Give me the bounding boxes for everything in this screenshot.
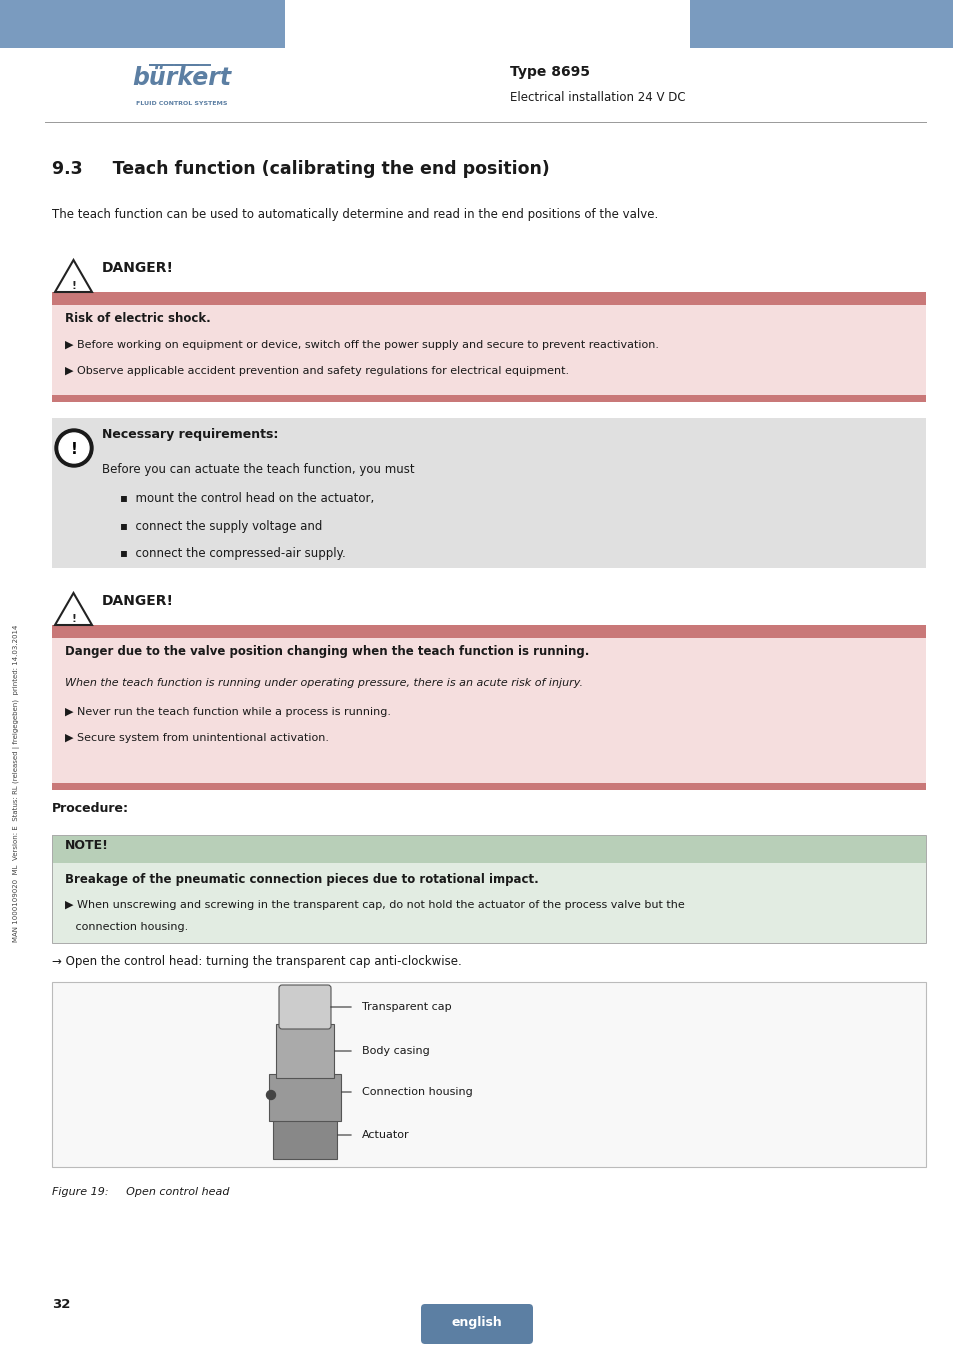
FancyBboxPatch shape bbox=[52, 292, 925, 305]
Text: !: ! bbox=[71, 441, 77, 458]
Text: → Open the control head: turning the transparent cap anti-clockwise.: → Open the control head: turning the tra… bbox=[52, 954, 461, 968]
Text: Actuator: Actuator bbox=[361, 1130, 409, 1139]
FancyBboxPatch shape bbox=[52, 783, 925, 790]
FancyBboxPatch shape bbox=[52, 418, 925, 568]
FancyBboxPatch shape bbox=[52, 639, 925, 790]
Text: Risk of electric shock.: Risk of electric shock. bbox=[65, 312, 211, 325]
FancyBboxPatch shape bbox=[52, 625, 925, 639]
FancyBboxPatch shape bbox=[52, 981, 925, 1166]
FancyBboxPatch shape bbox=[269, 1075, 340, 1120]
Text: Figure 19:     Open control head: Figure 19: Open control head bbox=[52, 1187, 230, 1197]
Text: ▶ When unscrewing and screwing in the transparent cap, do not hold the actuator : ▶ When unscrewing and screwing in the tr… bbox=[65, 900, 684, 910]
FancyBboxPatch shape bbox=[275, 1025, 334, 1079]
Text: english: english bbox=[451, 1316, 502, 1328]
FancyBboxPatch shape bbox=[0, 0, 285, 49]
Text: Necessary requirements:: Necessary requirements: bbox=[102, 428, 278, 441]
Text: Breakage of the pneumatic connection pieces due to rotational impact.: Breakage of the pneumatic connection pie… bbox=[65, 873, 538, 886]
Text: connection housing.: connection housing. bbox=[65, 922, 188, 931]
Text: ▪  mount the control head on the actuator,: ▪ mount the control head on the actuator… bbox=[120, 491, 374, 505]
Text: Transparent cap: Transparent cap bbox=[361, 1002, 451, 1012]
FancyBboxPatch shape bbox=[52, 396, 925, 402]
Text: ▪  connect the compressed-air supply.: ▪ connect the compressed-air supply. bbox=[120, 547, 345, 560]
Circle shape bbox=[59, 433, 89, 463]
FancyBboxPatch shape bbox=[278, 986, 331, 1029]
Text: !: ! bbox=[71, 281, 76, 292]
Text: ▶ Before working on equipment or device, switch off the power supply and secure : ▶ Before working on equipment or device,… bbox=[65, 340, 659, 350]
Text: Before you can actuate the teach function, you must: Before you can actuate the teach functio… bbox=[102, 463, 415, 477]
Text: NOTE!: NOTE! bbox=[65, 838, 109, 852]
Polygon shape bbox=[55, 593, 91, 625]
FancyBboxPatch shape bbox=[52, 836, 925, 863]
Text: ▪  connect the supply voltage and: ▪ connect the supply voltage and bbox=[120, 520, 322, 533]
FancyBboxPatch shape bbox=[273, 1116, 336, 1160]
FancyBboxPatch shape bbox=[52, 305, 925, 402]
Text: 9.3     Teach function (calibrating the end position): 9.3 Teach function (calibrating the end … bbox=[52, 161, 549, 178]
Text: Danger due to the valve position changing when the teach function is running.: Danger due to the valve position changin… bbox=[65, 645, 589, 657]
Text: MAN 1000109020  ML  Version: E  Status: RL (released | freigegeben)  printed: 14: MAN 1000109020 ML Version: E Status: RL … bbox=[12, 624, 19, 942]
Text: DANGER!: DANGER! bbox=[102, 594, 173, 608]
Text: ▶ Never run the teach function while a process is running.: ▶ Never run the teach function while a p… bbox=[65, 707, 391, 717]
Text: Procedure:: Procedure: bbox=[52, 802, 129, 815]
Text: When the teach function is running under operating pressure, there is an acute r: When the teach function is running under… bbox=[65, 678, 582, 688]
Text: Connection housing: Connection housing bbox=[361, 1087, 473, 1098]
FancyBboxPatch shape bbox=[689, 0, 953, 49]
Circle shape bbox=[55, 429, 92, 467]
FancyBboxPatch shape bbox=[420, 1304, 533, 1345]
Text: !: ! bbox=[71, 614, 76, 624]
FancyBboxPatch shape bbox=[52, 863, 925, 944]
Text: ▶ Secure system from unintentional activation.: ▶ Secure system from unintentional activ… bbox=[65, 733, 329, 743]
Text: Body casing: Body casing bbox=[361, 1046, 429, 1056]
Text: 32: 32 bbox=[52, 1297, 71, 1311]
Text: Electrical installation 24 V DC: Electrical installation 24 V DC bbox=[510, 90, 685, 104]
Text: ▶ Observe applicable accident prevention and safety regulations for electrical e: ▶ Observe applicable accident prevention… bbox=[65, 366, 569, 377]
Text: DANGER!: DANGER! bbox=[102, 261, 173, 275]
Polygon shape bbox=[55, 261, 91, 292]
Text: bürkert: bürkert bbox=[132, 66, 232, 90]
Circle shape bbox=[266, 1091, 275, 1099]
Text: The teach function can be used to automatically determine and read in the end po: The teach function can be used to automa… bbox=[52, 208, 658, 221]
Text: FLUID CONTROL SYSTEMS: FLUID CONTROL SYSTEMS bbox=[136, 101, 228, 107]
Text: Type 8695: Type 8695 bbox=[510, 65, 589, 80]
